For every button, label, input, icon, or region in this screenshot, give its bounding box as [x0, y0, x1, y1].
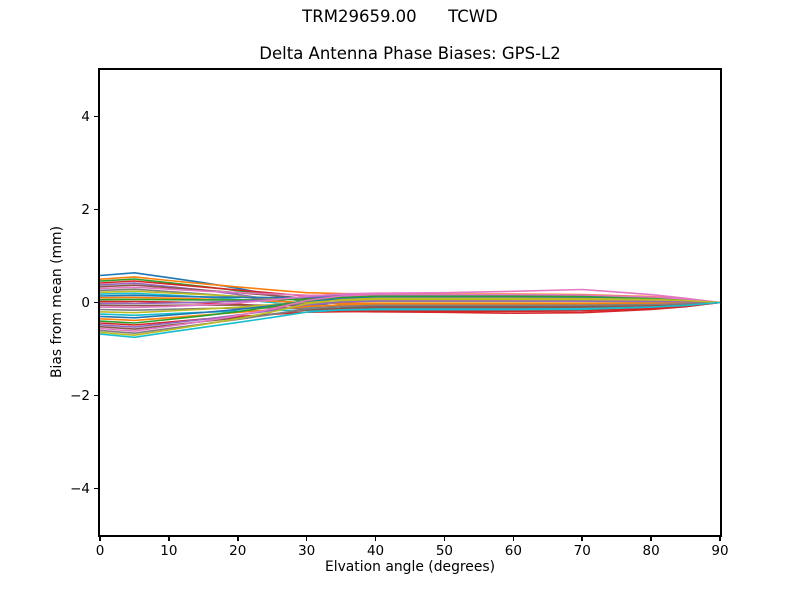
x-tick-mark: [305, 537, 308, 541]
x-tick-mark: [168, 537, 170, 541]
y-tick-mark: [93, 115, 98, 118]
x-tick-mark: [650, 537, 652, 541]
x-tick-label: 70: [573, 543, 591, 559]
x-tick-mark: [237, 537, 239, 541]
chart-title: Delta Antenna Phase Biases: GPS-L2: [259, 44, 561, 63]
y-tick-label: −4: [70, 480, 90, 497]
y-tick-label: 2: [81, 201, 90, 218]
series-line: [99, 295, 721, 324]
figure-suptitle: TRM29659.00 TCWD: [302, 7, 498, 26]
x-tick-label: 30: [298, 543, 316, 559]
x-tick-label: 20: [229, 543, 247, 559]
y-tick-label: 0: [81, 294, 90, 311]
x-tick-mark: [99, 537, 101, 541]
series-line: [99, 300, 721, 328]
series-line: [99, 301, 721, 335]
y-tick-mark: [93, 394, 98, 397]
x-tick-mark: [374, 537, 377, 541]
x-axis-label: Elvation angle (degrees): [324, 559, 496, 575]
chart-lines-canvas: [99, 272, 721, 339]
x-tick-label: 10: [160, 543, 178, 559]
series-line: [99, 301, 721, 339]
plot-area: [98, 68, 722, 537]
x-tick-label: 50: [435, 543, 454, 559]
x-tick-label: 60: [504, 543, 522, 559]
y-tick-mark: [93, 208, 98, 211]
x-tick-mark: [443, 537, 446, 541]
x-tick-label: 40: [366, 543, 385, 559]
series-line: [99, 293, 721, 332]
y-tick-label: 4: [81, 108, 90, 125]
series-line: [99, 288, 721, 309]
x-tick-mark: [581, 537, 583, 541]
series-line: [99, 301, 721, 326]
series-line: [99, 297, 721, 337]
y-tick-label: −2: [70, 387, 90, 404]
x-tick-label: 0: [95, 543, 105, 559]
x-tick-label: 90: [711, 543, 729, 559]
x-tick-label: 80: [642, 543, 660, 559]
y-tick-mark: [93, 487, 98, 490]
y-tick-mark: [93, 301, 98, 304]
x-tick-mark: [512, 537, 515, 541]
x-tick-mark: [719, 537, 721, 541]
